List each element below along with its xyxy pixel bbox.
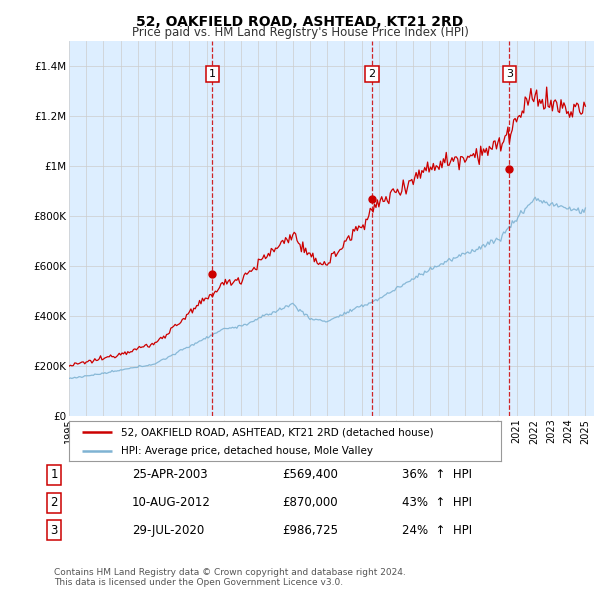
- Text: 3: 3: [50, 524, 58, 537]
- Text: 43%  ↑  HPI: 43% ↑ HPI: [402, 496, 472, 509]
- Text: £569,400: £569,400: [282, 468, 338, 481]
- Text: 2: 2: [50, 496, 58, 509]
- Text: 52, OAKFIELD ROAD, ASHTEAD, KT21 2RD (detached house): 52, OAKFIELD ROAD, ASHTEAD, KT21 2RD (de…: [121, 428, 433, 438]
- Text: 1: 1: [50, 468, 58, 481]
- Text: 52, OAKFIELD ROAD, ASHTEAD, KT21 2RD: 52, OAKFIELD ROAD, ASHTEAD, KT21 2RD: [136, 15, 464, 29]
- Text: £986,725: £986,725: [282, 524, 338, 537]
- Text: HPI: Average price, detached house, Mole Valley: HPI: Average price, detached house, Mole…: [121, 447, 373, 456]
- Text: 10-AUG-2012: 10-AUG-2012: [132, 496, 211, 509]
- Text: £870,000: £870,000: [282, 496, 338, 509]
- Text: Contains HM Land Registry data © Crown copyright and database right 2024.
This d: Contains HM Land Registry data © Crown c…: [54, 568, 406, 587]
- Text: 29-JUL-2020: 29-JUL-2020: [132, 524, 204, 537]
- Text: 3: 3: [506, 69, 513, 79]
- Text: 24%  ↑  HPI: 24% ↑ HPI: [402, 524, 472, 537]
- Text: 36%  ↑  HPI: 36% ↑ HPI: [402, 468, 472, 481]
- Text: Price paid vs. HM Land Registry's House Price Index (HPI): Price paid vs. HM Land Registry's House …: [131, 26, 469, 39]
- Text: 25-APR-2003: 25-APR-2003: [132, 468, 208, 481]
- Text: 2: 2: [368, 69, 376, 79]
- Text: 1: 1: [209, 69, 216, 79]
